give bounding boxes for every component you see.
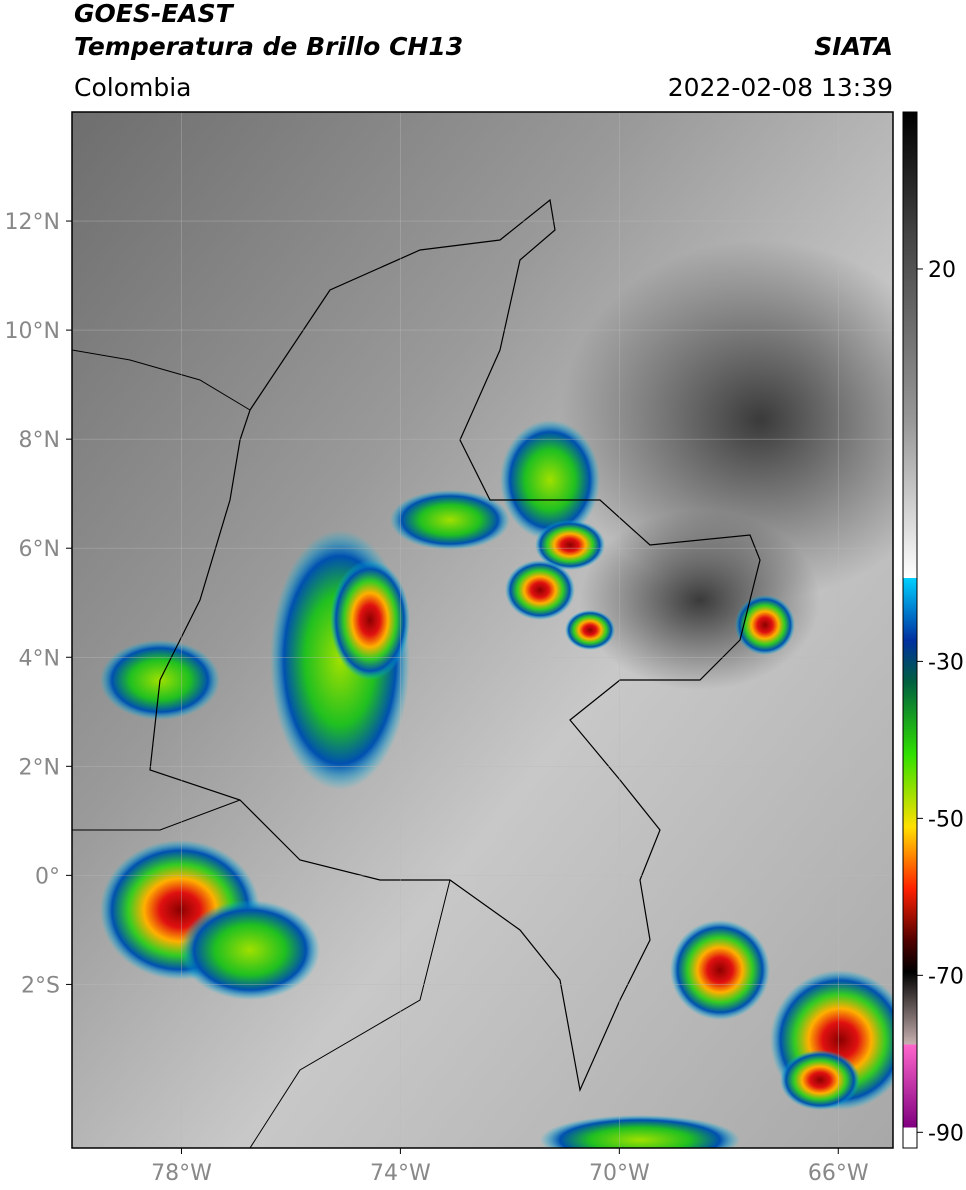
colorbar-tick-label: 20 (928, 258, 956, 283)
colorbar (902, 111, 918, 1149)
y-tick-label: 4°N (19, 646, 60, 671)
colorbar-tick-label: -90 (928, 1121, 964, 1146)
x-tick-label: 66°W (808, 1161, 869, 1186)
y-tick-label: 10°N (5, 319, 60, 344)
y-tick-label: 12°N (5, 210, 60, 235)
y-tick-label: 6°N (19, 537, 60, 562)
colorbar-tick-label: -70 (928, 964, 964, 989)
y-tick-label: 8°N (19, 428, 60, 453)
subtitle: Temperatura de Brillo CH13 (74, 32, 463, 61)
x-tick-label: 74°W (370, 1161, 431, 1186)
y-tick-label: 0° (35, 864, 60, 889)
x-tick-label: 70°W (589, 1161, 650, 1186)
y-tick-label: 2°N (19, 755, 60, 780)
x-tick-label: 78°W (151, 1161, 212, 1186)
colorbar-tick-label: -30 (928, 650, 964, 675)
datetime: 2022-02-08 13:39 (668, 73, 893, 102)
y-tick-label: 2°S (21, 973, 60, 998)
map-frame (71, 111, 894, 1149)
source: SIATA (814, 32, 893, 61)
title: GOES-EAST (74, 0, 235, 28)
colorbar-tick-label: -50 (928, 807, 964, 832)
graticule (72, 112, 893, 1148)
satellite-image (72, 112, 893, 1148)
region: Colombia (74, 73, 191, 102)
